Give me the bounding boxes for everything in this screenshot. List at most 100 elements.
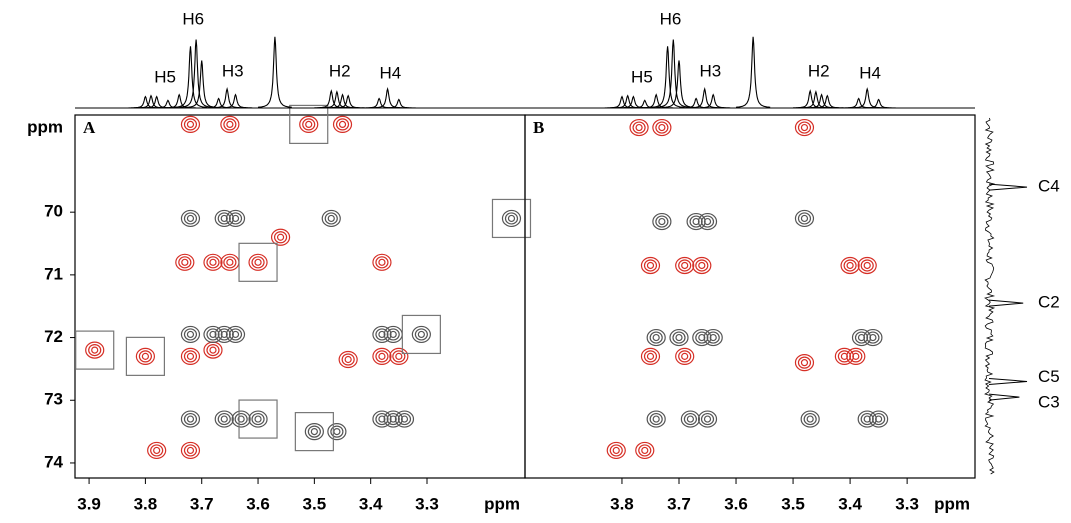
contour-line xyxy=(154,447,160,453)
contour-peak xyxy=(373,254,391,270)
proton-peak xyxy=(326,95,360,108)
y-tick-label: 73 xyxy=(44,390,63,409)
contour-peak xyxy=(647,330,665,346)
contour-line xyxy=(804,414,816,425)
contour-peak xyxy=(328,424,346,440)
contour-line xyxy=(187,447,193,453)
contour-line xyxy=(331,426,343,437)
proton-label: H4 xyxy=(380,63,402,82)
contour-peak xyxy=(373,411,391,427)
contour-line xyxy=(187,331,193,337)
contour-peak xyxy=(795,355,813,371)
contour-line xyxy=(311,429,317,435)
contour-peak xyxy=(148,442,166,458)
contour-peak xyxy=(681,411,699,427)
contour-line xyxy=(415,329,427,340)
contour-line xyxy=(387,329,399,340)
x-tick-label: 3.8 xyxy=(134,494,158,513)
proton-peak xyxy=(219,95,253,108)
contour-line xyxy=(679,351,691,362)
contour-line xyxy=(218,329,230,340)
contour-line xyxy=(89,345,101,356)
contour-line xyxy=(207,329,219,340)
contour-line xyxy=(207,345,219,356)
figure: A3.93.83.73.63.53.43.3ppm7071727374ppmH5… xyxy=(0,0,1071,518)
contour-peak xyxy=(221,116,239,132)
carbon-peak xyxy=(989,184,1027,190)
contour-line xyxy=(328,215,334,221)
contour-peak xyxy=(373,348,391,364)
contour-line xyxy=(275,232,287,243)
contour-peak xyxy=(641,348,659,364)
carbon-label: C2 xyxy=(1038,293,1060,312)
contour-line xyxy=(184,414,196,425)
proton-peak xyxy=(862,100,896,108)
x-tick-label: 3.7 xyxy=(190,494,214,513)
contour-line xyxy=(218,213,230,224)
contour-peak xyxy=(858,411,876,427)
x-tick-label: 3.8 xyxy=(610,494,634,513)
contour-peak xyxy=(181,210,199,226)
contour-peak xyxy=(215,326,233,342)
contour-peak xyxy=(676,257,694,273)
contour-line xyxy=(306,121,312,127)
contour-line xyxy=(376,351,388,362)
x-tick-label: 3.5 xyxy=(781,494,805,513)
contour-line xyxy=(142,353,148,359)
proton-peak xyxy=(611,96,645,108)
contour-line xyxy=(308,426,320,437)
contour-line xyxy=(224,257,236,268)
contour-line xyxy=(340,121,346,127)
contour-line xyxy=(184,329,196,340)
contour-line xyxy=(221,416,227,422)
contour-line xyxy=(647,262,653,268)
contour-peak xyxy=(853,330,871,346)
contour-peak xyxy=(176,254,194,270)
contour-peak xyxy=(181,326,199,342)
proton-label: H3 xyxy=(699,61,721,80)
contour-line xyxy=(807,416,813,422)
contour-line xyxy=(847,262,853,268)
panel-frame xyxy=(525,115,975,478)
contour-line xyxy=(656,216,668,227)
contour-peak xyxy=(227,326,245,342)
contour-line xyxy=(653,416,659,422)
carbon-noise xyxy=(985,118,994,474)
contour-line xyxy=(182,259,188,265)
contour-peak xyxy=(204,254,222,270)
proton-peak xyxy=(382,100,416,108)
proton-peak xyxy=(185,61,219,108)
contour-peak xyxy=(204,326,222,342)
contour-line xyxy=(801,360,807,366)
contour-peak xyxy=(181,116,199,132)
x-tick-label: 3.6 xyxy=(724,494,748,513)
proton-peak xyxy=(850,89,884,108)
contour-peak xyxy=(641,257,659,273)
contour-peak xyxy=(395,411,413,427)
proton-peak xyxy=(179,40,213,108)
contour-line xyxy=(187,416,193,422)
contour-line xyxy=(210,259,216,265)
contour-line xyxy=(844,260,856,271)
proton-peak xyxy=(656,40,690,108)
contour-peak xyxy=(847,348,865,364)
carbon-peak xyxy=(989,378,1027,384)
contour-peak xyxy=(181,442,199,458)
contour-peak xyxy=(412,326,430,342)
highlight-box xyxy=(239,243,277,281)
proton-label: H4 xyxy=(859,63,881,82)
contour-line xyxy=(179,257,191,268)
contour-line xyxy=(230,213,242,224)
contour-line xyxy=(861,260,873,271)
contour-peak xyxy=(86,342,104,358)
contour-line xyxy=(699,262,705,268)
contour-line xyxy=(210,347,216,353)
contour-peak xyxy=(322,210,340,226)
highlight-box xyxy=(76,331,114,369)
contour-line xyxy=(705,416,711,422)
contour-line xyxy=(227,259,233,265)
proton-label: H6 xyxy=(182,9,204,28)
contour-line xyxy=(798,122,810,133)
contour-line xyxy=(644,351,656,362)
contour-peak xyxy=(687,214,705,230)
